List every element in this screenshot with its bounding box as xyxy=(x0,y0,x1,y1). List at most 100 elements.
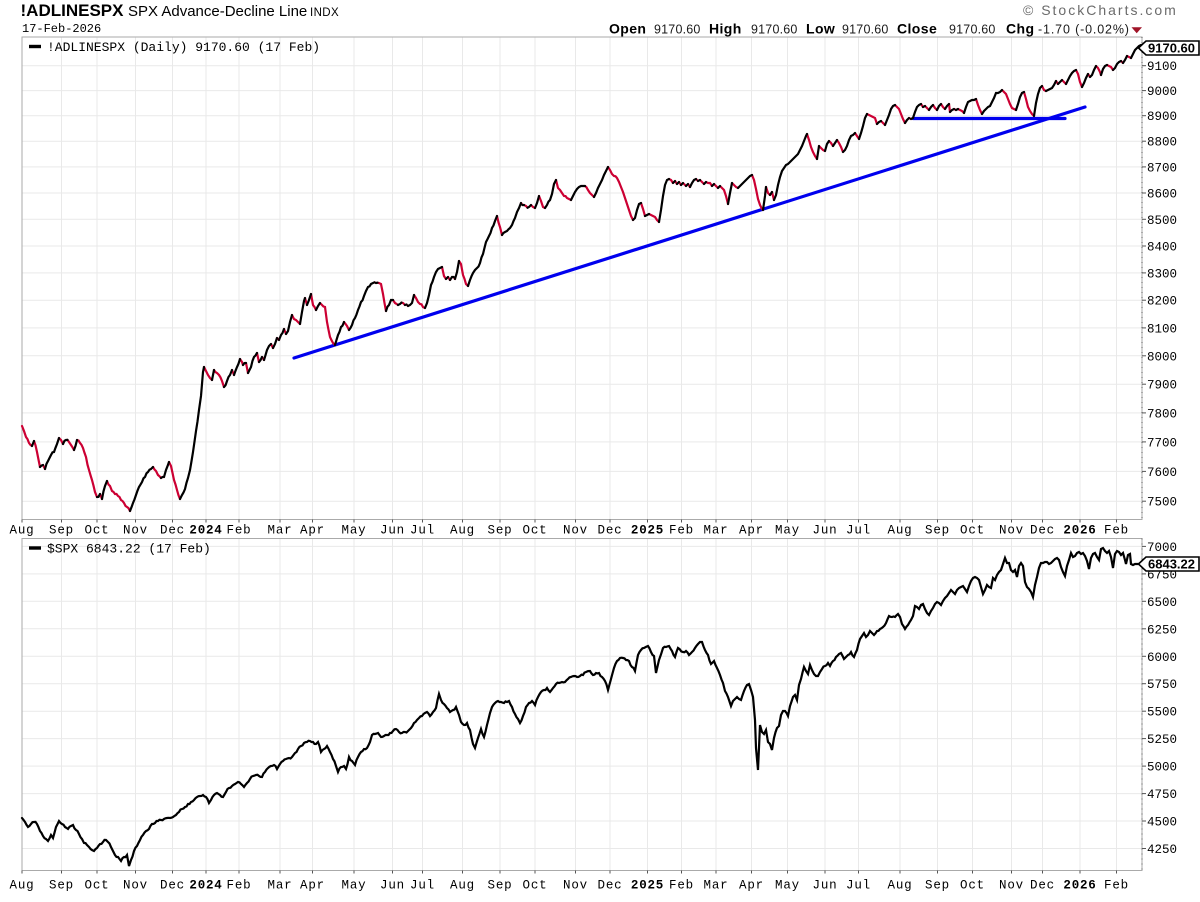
svg-text:5250: 5250 xyxy=(1147,733,1177,747)
svg-text:Jun: Jun xyxy=(813,524,838,538)
svg-text:Apr: Apr xyxy=(300,879,325,893)
svg-text:6250: 6250 xyxy=(1147,623,1177,637)
svg-text:8400: 8400 xyxy=(1147,241,1177,255)
svg-text:Aug: Aug xyxy=(10,524,35,538)
svg-text:Dec: Dec xyxy=(160,879,185,893)
svg-text:Open: Open xyxy=(609,21,646,37)
svg-text:Aug: Aug xyxy=(450,524,475,538)
svg-text:Nov: Nov xyxy=(999,879,1024,893)
svg-text:May: May xyxy=(775,879,800,893)
svg-text:Feb: Feb xyxy=(227,879,252,893)
svg-text:Oct: Oct xyxy=(85,879,110,893)
svg-text:Sep: Sep xyxy=(49,879,74,893)
svg-text:© StockCharts.com: © StockCharts.com xyxy=(1023,2,1178,18)
svg-text:Oct: Oct xyxy=(960,879,985,893)
svg-text:5500: 5500 xyxy=(1147,706,1177,720)
svg-text:Aug: Aug xyxy=(888,879,913,893)
svg-text:9170.60: 9170.60 xyxy=(654,23,701,37)
svg-text:SPX Advance-Decline Line: SPX Advance-Decline Line xyxy=(128,3,307,20)
svg-text:6843.22: 6843.22 xyxy=(1148,557,1195,572)
svg-text:9100: 9100 xyxy=(1147,60,1177,74)
svg-text:Jun: Jun xyxy=(380,879,405,893)
svg-text:May: May xyxy=(342,879,367,893)
svg-text:2024: 2024 xyxy=(189,524,222,538)
svg-text:7000: 7000 xyxy=(1147,541,1177,555)
svg-text:!ADLINESPX: !ADLINESPX xyxy=(21,1,125,20)
svg-text:6000: 6000 xyxy=(1147,651,1177,665)
svg-text:Dec: Dec xyxy=(160,524,185,538)
svg-text:9170.60: 9170.60 xyxy=(842,23,889,37)
svg-text:8800: 8800 xyxy=(1147,136,1177,150)
svg-text:Dec: Dec xyxy=(1030,524,1055,538)
svg-text:8200: 8200 xyxy=(1147,295,1177,309)
svg-text:8700: 8700 xyxy=(1147,161,1177,175)
svg-text:INDX: INDX xyxy=(310,7,339,19)
svg-text:9170.60: 9170.60 xyxy=(949,23,996,37)
svg-text:2026: 2026 xyxy=(1063,879,1096,893)
svg-text:7500: 7500 xyxy=(1147,496,1177,510)
svg-text:7800: 7800 xyxy=(1147,407,1177,421)
svg-text:Nov: Nov xyxy=(563,879,588,893)
svg-text:4250: 4250 xyxy=(1147,843,1177,857)
svg-text:Jun: Jun xyxy=(813,879,838,893)
svg-text:9170.60: 9170.60 xyxy=(751,23,798,37)
svg-text:!ADLINESPX (Daily) 9170.60 (17: !ADLINESPX (Daily) 9170.60 (17 Feb) xyxy=(47,40,320,55)
svg-text:2025: 2025 xyxy=(631,879,664,893)
svg-text:Jul: Jul xyxy=(410,524,435,538)
svg-text:2026: 2026 xyxy=(1063,524,1096,538)
svg-text:Mar: Mar xyxy=(268,524,293,538)
svg-text:May: May xyxy=(342,524,367,538)
svg-text:8300: 8300 xyxy=(1147,267,1177,281)
svg-text:Close: Close xyxy=(897,21,937,37)
svg-text:Nov: Nov xyxy=(123,524,148,538)
svg-text:Nov: Nov xyxy=(123,879,148,893)
svg-text:Feb: Feb xyxy=(1104,524,1129,538)
svg-text:8100: 8100 xyxy=(1147,322,1177,336)
svg-text:Mar: Mar xyxy=(704,524,729,538)
svg-text:Oct: Oct xyxy=(523,524,548,538)
svg-text:4500: 4500 xyxy=(1147,816,1177,830)
svg-text:7700: 7700 xyxy=(1147,436,1177,450)
svg-text:Sep: Sep xyxy=(488,879,513,893)
svg-text:Sep: Sep xyxy=(488,524,513,538)
svg-text:Aug: Aug xyxy=(10,879,35,893)
svg-text:Dec: Dec xyxy=(598,524,623,538)
svg-text:Mar: Mar xyxy=(704,879,729,893)
svg-text:8500: 8500 xyxy=(1147,214,1177,228)
svg-text:8000: 8000 xyxy=(1147,350,1177,364)
svg-text:Apr: Apr xyxy=(300,524,325,538)
svg-text:Mar: Mar xyxy=(268,879,293,893)
svg-text:9000: 9000 xyxy=(1147,85,1177,99)
svg-text:9170.60: 9170.60 xyxy=(1148,41,1195,56)
svg-text:Feb: Feb xyxy=(669,524,694,538)
svg-text:Jul: Jul xyxy=(846,524,871,538)
svg-text:Feb: Feb xyxy=(227,524,252,538)
svg-text:2024: 2024 xyxy=(189,879,222,893)
svg-text:7900: 7900 xyxy=(1147,379,1177,393)
svg-text:Apr: Apr xyxy=(739,524,764,538)
svg-text:8600: 8600 xyxy=(1147,188,1177,202)
svg-text:Oct: Oct xyxy=(85,524,110,538)
svg-text:Oct: Oct xyxy=(523,879,548,893)
svg-text:Jun: Jun xyxy=(380,524,405,538)
svg-text:Sep: Sep xyxy=(925,879,950,893)
svg-text:Sep: Sep xyxy=(925,524,950,538)
svg-text:2025: 2025 xyxy=(631,524,664,538)
svg-text:Nov: Nov xyxy=(999,524,1024,538)
svg-text:Chg: Chg xyxy=(1006,21,1034,37)
svg-text:Aug: Aug xyxy=(888,524,913,538)
svg-text:7600: 7600 xyxy=(1147,466,1177,480)
svg-text:Jul: Jul xyxy=(410,879,435,893)
svg-text:Nov: Nov xyxy=(563,524,588,538)
svg-text:$SPX 6843.22 (17 Feb): $SPX 6843.22 (17 Feb) xyxy=(47,542,211,557)
svg-text:Oct: Oct xyxy=(960,524,985,538)
svg-text:6750: 6750 xyxy=(1147,568,1177,582)
svg-text:5750: 5750 xyxy=(1147,678,1177,692)
svg-text:Feb: Feb xyxy=(1104,879,1129,893)
svg-text:Low: Low xyxy=(806,21,835,37)
svg-text:6500: 6500 xyxy=(1147,596,1177,610)
svg-text:High: High xyxy=(709,21,742,37)
svg-text:Aug: Aug xyxy=(450,879,475,893)
svg-text:Dec: Dec xyxy=(1030,879,1055,893)
svg-text:Jul: Jul xyxy=(846,879,871,893)
